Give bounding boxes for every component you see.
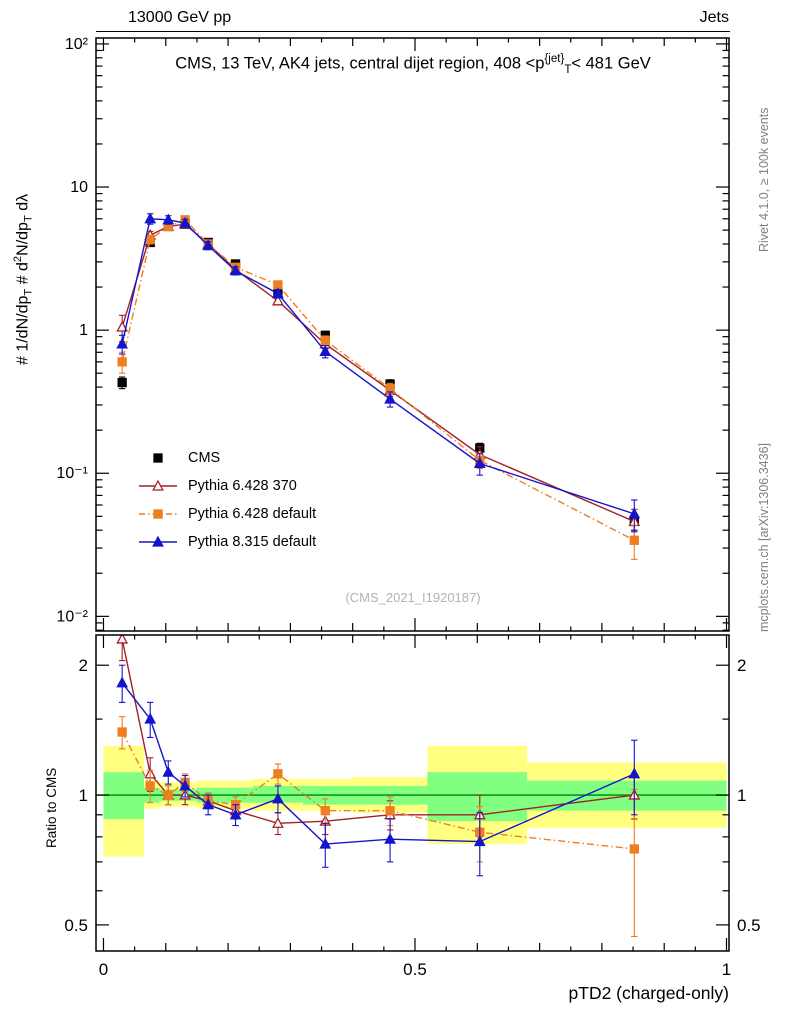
main-y-tick-label: 1 xyxy=(79,322,88,339)
legend: CMS Pythia 6.428 370 Pythia 6.428 defaul… xyxy=(138,444,316,556)
ratio-y-tick-label-left: 0.5 xyxy=(64,916,88,935)
plot-title: CMS, 13 TeV, AK4 jets, central dijet reg… xyxy=(175,53,651,76)
beam-energy-label: 13000 GeV pp xyxy=(128,9,232,26)
main-plot-frame xyxy=(95,37,730,632)
legend-marker-pythia8-default xyxy=(138,534,178,550)
legend-item-pythia8-default: Pythia 8.315 default xyxy=(138,528,316,556)
x-tick-label: 0.5 xyxy=(403,960,427,979)
legend-label-cms: CMS xyxy=(188,450,221,466)
legend-marker-pythia6-default xyxy=(138,506,178,522)
legend-marker-pythia6-370 xyxy=(138,478,178,494)
ratio-plot-frame xyxy=(95,634,730,952)
series-pythia-8-315-default xyxy=(116,664,641,877)
analysis-id-watermark: (CMS_2021_I1920187) xyxy=(345,590,481,605)
legend-item-pythia6-370: Pythia 6.428 370 xyxy=(138,472,316,500)
axis-ticks xyxy=(96,38,729,951)
legend-marker-svg xyxy=(139,479,177,491)
legend-marker-svg xyxy=(153,453,163,463)
series-pythia-8-315-default xyxy=(116,212,641,533)
x-tick-label: 0 xyxy=(99,960,108,979)
ratio-y-tick-label-right: 2 xyxy=(737,656,746,675)
legend-label-pythia8-default: Pythia 8.315 default xyxy=(188,534,317,550)
ratio-y-tick-label-right: 0.5 xyxy=(737,916,761,935)
main-y-axis-label: # 1/dN/dpT # d2N/dpT dλ xyxy=(12,193,35,365)
main-y-tick-label: 10² xyxy=(65,36,89,53)
ratio-y-tick-label-left: 1 xyxy=(79,786,88,805)
legend-item-cms: CMS xyxy=(138,444,316,472)
main-y-tick-label: 10⁻² xyxy=(56,608,88,625)
legend-marker-cms xyxy=(138,450,178,466)
main-series-layer xyxy=(116,212,641,560)
rivet-version-note: Rivet 4.1.0, ≥ 100k events xyxy=(757,107,771,252)
ratio-y-axis-label: Ratio to CMS xyxy=(44,767,59,848)
ratio-y-tick-label-right: 1 xyxy=(737,786,746,805)
legend-item-pythia6-default: Pythia 6.428 default xyxy=(138,500,316,528)
x-axis-label: pTD2 (charged-only) xyxy=(568,983,729,1003)
main-y-tick-label: 10⁻¹ xyxy=(56,465,88,482)
main-y-tick-label: 10 xyxy=(70,179,88,196)
ratio-series-layer xyxy=(116,635,641,938)
legend-marker-svg xyxy=(139,535,177,547)
legend-label-pythia6-default: Pythia 6.428 default xyxy=(188,506,317,522)
legend-label-pythia6-370: Pythia 6.428 370 xyxy=(188,478,297,494)
header-underline xyxy=(96,31,730,32)
legend-marker-svg xyxy=(139,509,177,519)
x-tick-label: 1 xyxy=(722,960,731,979)
ratio-y-tick-label-left: 2 xyxy=(79,656,88,675)
observable-group-label: Jets xyxy=(699,9,729,26)
mcplots-reference-note: mcplots.cern.ch [arXiv:1306.3436] xyxy=(757,443,771,632)
